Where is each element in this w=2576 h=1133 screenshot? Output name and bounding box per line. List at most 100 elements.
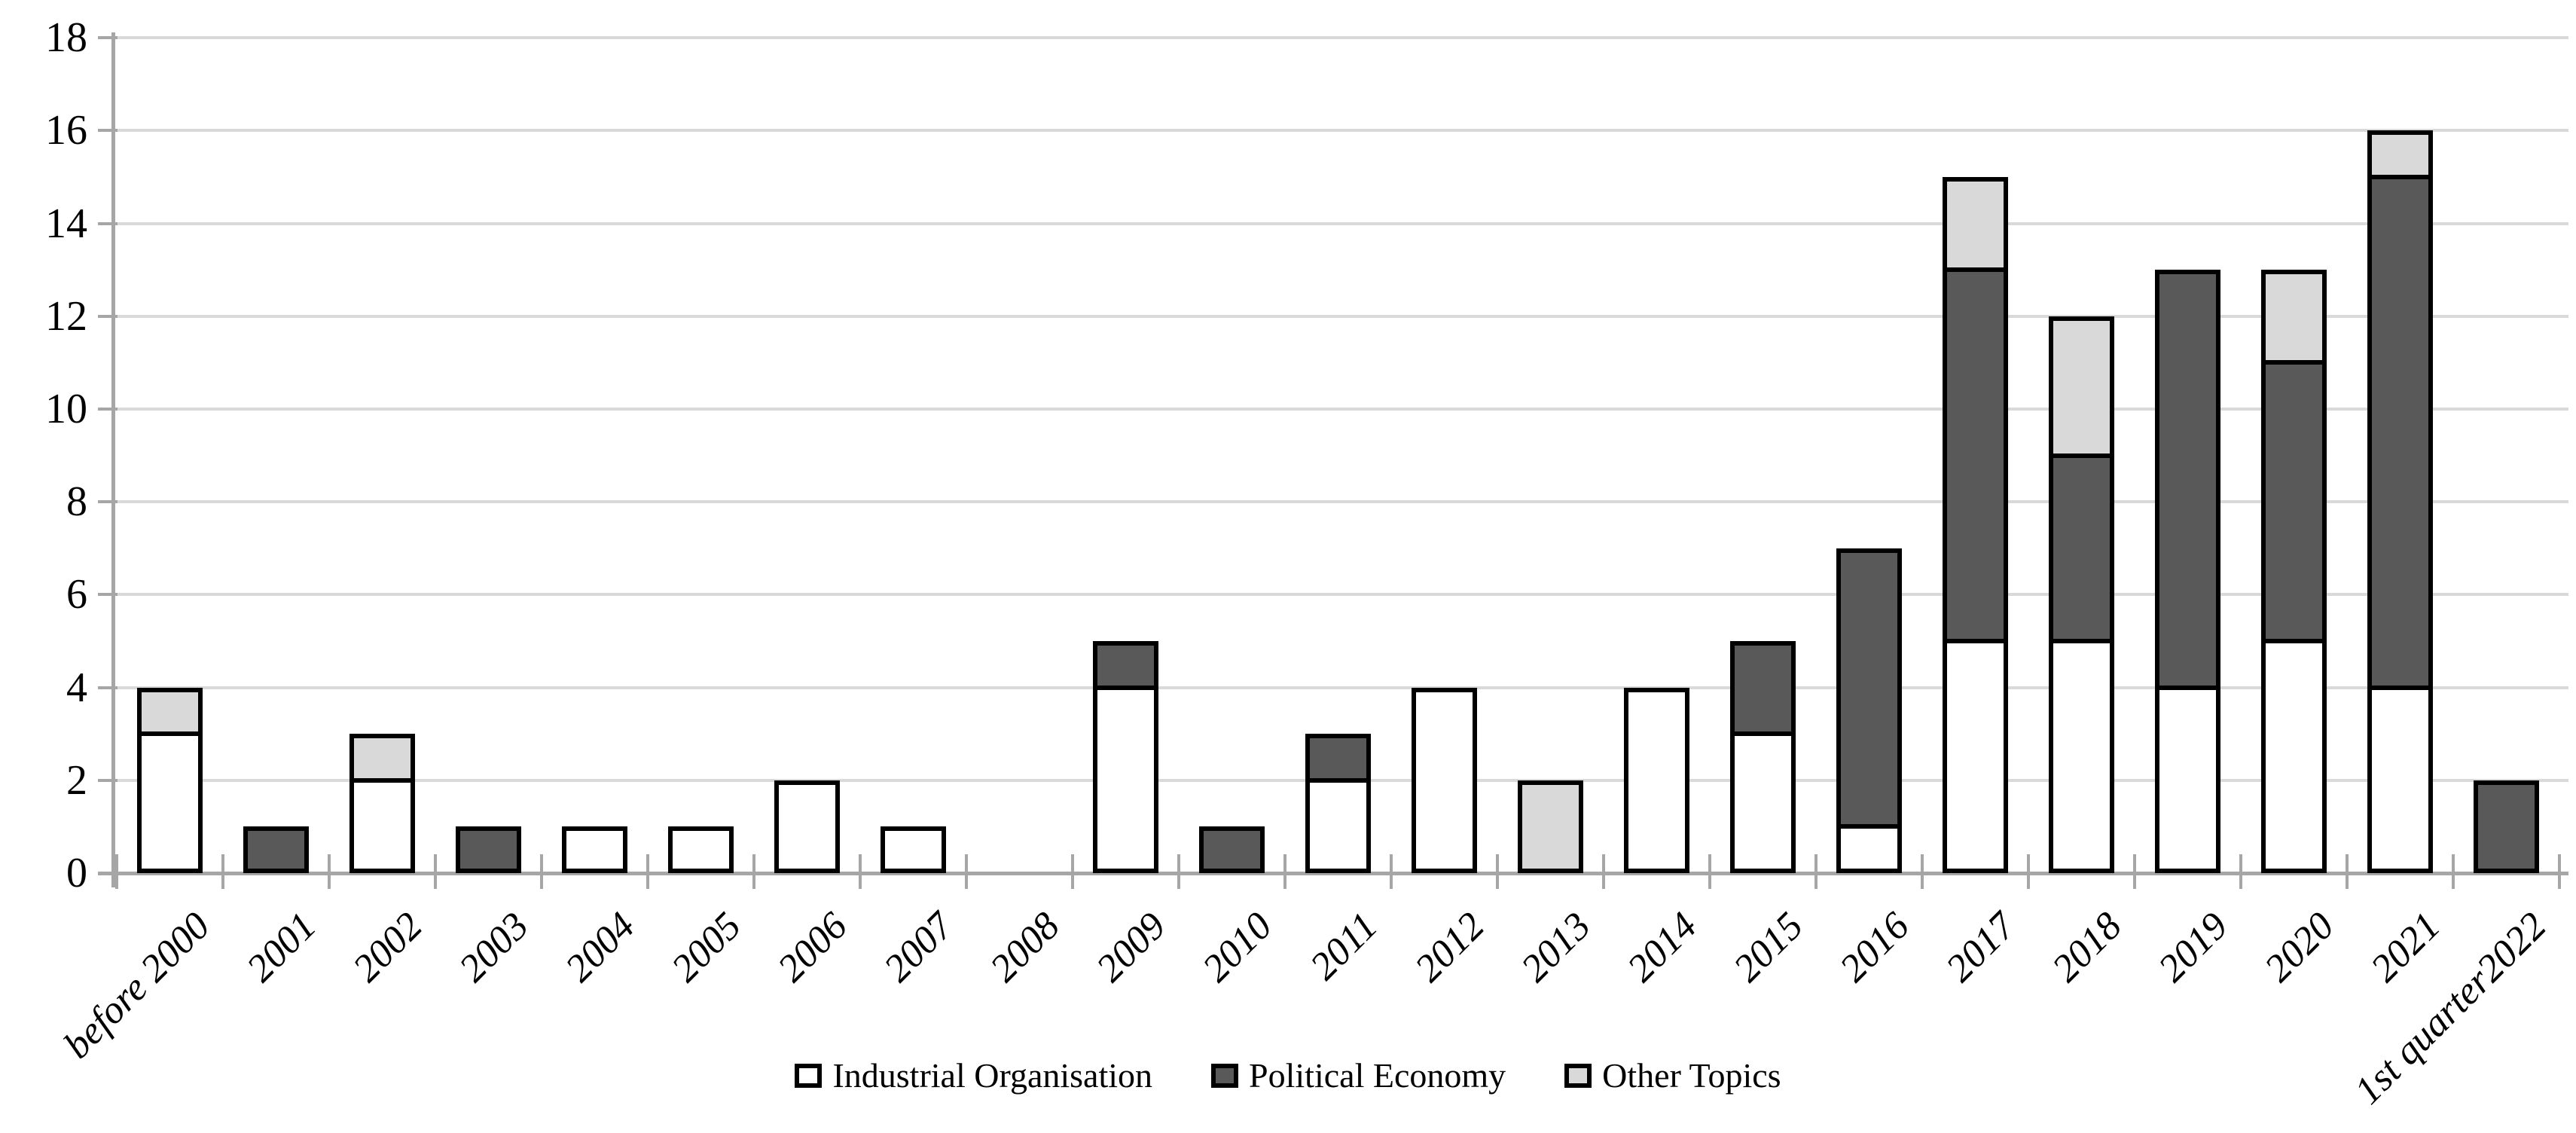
x-axis-label: 2007 <box>875 904 962 991</box>
segment-divider <box>2372 685 2428 690</box>
bar-segment-industrial-organisation <box>1735 734 1791 869</box>
bar-2018 <box>2049 316 2114 873</box>
y-axis-tick <box>98 36 118 40</box>
bar-2020 <box>2261 270 2327 873</box>
x-axis-tick <box>1921 854 1924 889</box>
y-axis-tick <box>98 221 118 225</box>
x-axis-tick <box>2027 854 2030 889</box>
y-axis-label: 14 <box>45 200 87 247</box>
bar-2003 <box>456 826 521 873</box>
segment-divider <box>2372 174 2428 179</box>
x-axis-tick <box>2133 854 2136 889</box>
y-axis-label: 10 <box>45 386 87 432</box>
legend-label: Political Economy <box>1249 1056 1506 1095</box>
gridline-y-12 <box>113 314 2568 318</box>
segment-divider <box>1097 685 1154 690</box>
y-axis-tick <box>98 593 118 597</box>
x-axis-label: 2006 <box>769 904 856 991</box>
bar-2019 <box>2155 270 2220 873</box>
bar-segment-industrial-organisation <box>566 831 623 869</box>
y-axis-label: 12 <box>45 292 87 340</box>
x-axis-tick <box>646 854 649 889</box>
x-axis-tick <box>1496 854 1499 889</box>
bar-2015 <box>1730 641 1796 873</box>
x-axis-label: before 2000 <box>55 904 218 1067</box>
bar-segment-industrial-organisation <box>1841 826 1897 869</box>
x-axis-label: 2005 <box>663 904 749 991</box>
x-axis-tick <box>434 854 437 889</box>
segment-divider <box>2053 453 2110 458</box>
bar-segment-political-economy <box>1097 646 1154 688</box>
legend-swatch <box>1211 1064 1239 1088</box>
bar-segment-political-economy <box>2159 274 2216 688</box>
y-axis-label: 16 <box>45 107 87 154</box>
segment-divider <box>1310 777 1366 783</box>
bar-segment-industrial-organisation <box>885 831 942 869</box>
legend-swatch <box>795 1064 823 1088</box>
bar-segment-industrial-organisation <box>354 780 411 869</box>
x-axis-label: 2010 <box>1194 904 1280 991</box>
x-axis-tick <box>752 854 755 889</box>
segment-divider <box>2159 685 2216 690</box>
chart-legend: Industrial Organisation Political Economy… <box>0 1056 2576 1095</box>
bar-2021 <box>2367 130 2433 873</box>
y-axis-tick <box>98 500 118 504</box>
y-axis-label: 8 <box>66 478 87 526</box>
bar-segment-other-topics <box>1522 784 1579 869</box>
bar-2005 <box>668 826 734 873</box>
x-axis-tick <box>221 854 224 889</box>
segment-divider <box>2266 638 2322 643</box>
y-axis-tick <box>98 408 118 411</box>
bar-segment-industrial-organisation <box>779 784 835 869</box>
x-axis-tick <box>859 854 862 889</box>
legend-swatch <box>1564 1064 1592 1088</box>
bar-2002 <box>349 734 415 873</box>
legend-label: Other Topics <box>1602 1056 1781 1095</box>
bar-segment-industrial-organisation <box>1310 780 1366 869</box>
bar-2006 <box>774 780 840 873</box>
segment-divider <box>1735 731 1791 737</box>
x-axis-label: 2009 <box>1088 904 1174 991</box>
x-axis-tick <box>2239 854 2242 889</box>
bar-segment-industrial-organisation <box>1628 692 1685 869</box>
x-axis-label: 2013 <box>1512 904 1599 991</box>
x-axis-label: 2015 <box>1725 904 1811 991</box>
legend-item-political-economy: Political Economy <box>1211 1056 1506 1095</box>
segment-divider <box>2266 360 2322 365</box>
bar-2004 <box>562 826 627 873</box>
x-axis-tick <box>1390 854 1393 889</box>
gridline-y-14 <box>113 221 2568 225</box>
bar-segment-political-economy <box>1204 831 1260 869</box>
x-axis-tick <box>1283 854 1286 889</box>
bar-before-2000 <box>137 687 203 873</box>
y-axis-label: 4 <box>66 664 87 711</box>
x-axis-tick <box>1071 854 1074 889</box>
x-axis-tick <box>2346 854 2349 889</box>
x-axis-label: 2021 <box>2362 904 2449 991</box>
x-axis-label: 2014 <box>1619 904 1705 991</box>
gridline-y-16 <box>113 129 2568 133</box>
y-axis-tick <box>98 314 118 318</box>
bar-2009 <box>1093 641 1158 873</box>
bar-segment-other-topics <box>2266 274 2322 363</box>
segment-divider <box>1947 267 2004 273</box>
y-axis-tick <box>98 686 118 689</box>
bar-2010 <box>1199 826 1265 873</box>
y-axis-label: 2 <box>66 756 87 804</box>
y-axis-label: 0 <box>66 850 87 896</box>
bar-segment-industrial-organisation <box>1416 692 1473 869</box>
segment-divider <box>1841 824 1897 829</box>
x-axis-label: 2016 <box>1831 904 1918 991</box>
y-axis-tick <box>98 778 118 782</box>
bar-2011 <box>1305 734 1371 873</box>
bar-2014 <box>1624 687 1689 873</box>
bar-2013 <box>1518 780 1583 873</box>
x-axis-tick <box>1708 854 1711 889</box>
x-axis-label: 2020 <box>2256 904 2343 991</box>
bar-segment-industrial-organisation <box>2053 640 2110 869</box>
x-axis-label: 2008 <box>981 904 1068 991</box>
bar-segment-political-economy <box>460 831 517 869</box>
x-axis-label: 2001 <box>238 904 325 991</box>
bar-2016 <box>1836 548 1902 873</box>
